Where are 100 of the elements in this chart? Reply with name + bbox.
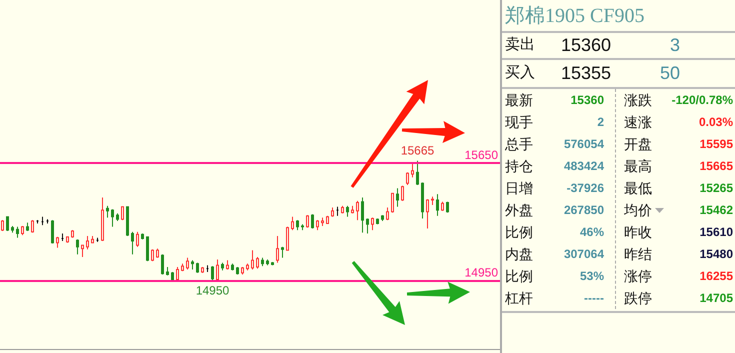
candlestick xyxy=(166,266,169,276)
candlestick xyxy=(286,226,289,251)
candlestick xyxy=(351,205,354,214)
text: 比例 xyxy=(505,223,533,241)
text: 267850 xyxy=(564,202,604,219)
text: 持仓 xyxy=(505,157,533,175)
candlestick xyxy=(301,224,304,231)
candlestick xyxy=(201,266,204,274)
text: 开盘 xyxy=(624,135,652,153)
candlestick xyxy=(326,215,329,224)
candlestick xyxy=(281,246,284,258)
text: 最低 xyxy=(624,179,652,197)
candlestick xyxy=(121,206,124,221)
candlestick xyxy=(401,185,404,202)
annotation: 15665 xyxy=(400,144,435,158)
text: -37926 xyxy=(566,180,604,197)
candlestick xyxy=(106,205,109,218)
candlestick xyxy=(436,194,439,216)
candlestick xyxy=(426,198,429,229)
candlestick xyxy=(391,192,394,214)
text: 15665 xyxy=(700,158,733,175)
text: 郑棉1905 CF905 xyxy=(505,4,644,28)
text: 日增 xyxy=(505,179,533,197)
candlestick xyxy=(346,205,349,218)
candlestick xyxy=(421,182,424,219)
candlestick xyxy=(381,214,384,222)
text: 外盘 xyxy=(505,201,533,219)
text: 50 xyxy=(660,63,680,83)
candlestick xyxy=(431,196,434,206)
text: 15595 xyxy=(700,136,733,153)
candlestick xyxy=(211,266,214,281)
candlestick xyxy=(186,257,189,270)
text: 15360 xyxy=(570,92,604,109)
candlestick xyxy=(41,216,44,226)
candlestick xyxy=(176,266,179,280)
candlestick xyxy=(81,244,84,258)
candlestick xyxy=(1,220,4,232)
text: 46% xyxy=(580,224,604,241)
text: 比例 xyxy=(505,267,533,285)
candlestick xyxy=(61,233,64,242)
text: 卖出 xyxy=(505,36,535,54)
text: 53% xyxy=(580,268,604,285)
candlestick xyxy=(136,231,139,248)
candlestick xyxy=(31,220,34,234)
candlestick xyxy=(251,250,254,270)
candlestick xyxy=(396,188,399,208)
candlestick xyxy=(316,220,319,231)
candlestick xyxy=(216,258,219,280)
candlestick xyxy=(181,263,184,272)
candlestick xyxy=(311,214,314,229)
candlestick xyxy=(161,254,164,276)
candlestick xyxy=(86,236,89,250)
candlestick xyxy=(361,197,364,234)
text: 昨结 xyxy=(624,245,652,263)
candlestick xyxy=(376,218,379,225)
candlestick xyxy=(16,226,19,238)
candlestick xyxy=(76,238,79,255)
text: 杠杆 xyxy=(505,289,533,307)
text: 最新 xyxy=(505,91,533,109)
text: 15610 xyxy=(700,224,733,241)
candlestick xyxy=(321,217,324,226)
candlestick xyxy=(226,260,229,270)
text: 内盘 xyxy=(505,245,533,263)
candlestick xyxy=(11,225,14,234)
candlestick xyxy=(246,263,249,271)
text: -120/0.78% xyxy=(672,92,733,109)
candlestick xyxy=(51,220,54,244)
candlestick xyxy=(341,205,344,214)
text: 涨停 xyxy=(624,267,652,285)
candlestick xyxy=(276,236,279,264)
text: 速涨 xyxy=(624,113,652,131)
candlestick xyxy=(266,258,269,266)
candlestick xyxy=(416,160,419,186)
text: 均价 xyxy=(624,201,653,219)
candlestick xyxy=(441,201,444,212)
text: 16255 xyxy=(700,268,733,285)
candlestick xyxy=(206,264,209,272)
candlestick xyxy=(191,260,194,270)
text: ----- xyxy=(584,290,604,307)
candlestick xyxy=(26,222,29,232)
text: 买入 xyxy=(505,64,535,82)
text: 14705 xyxy=(700,290,733,307)
candlestick xyxy=(56,236,59,248)
candlestick xyxy=(231,263,234,271)
text: 涨跌 xyxy=(624,91,652,109)
candlestick xyxy=(141,233,144,240)
candlestick xyxy=(336,206,339,216)
text: 最高 xyxy=(624,157,652,175)
text: 15462 xyxy=(700,202,733,219)
candlestick xyxy=(296,220,299,231)
candlestick xyxy=(241,266,244,276)
candlestick xyxy=(271,261,274,266)
candlestick xyxy=(236,266,239,276)
text: 576054 xyxy=(564,136,604,153)
text: 15480 xyxy=(700,246,733,263)
text: 总手 xyxy=(505,135,533,153)
text: 307064 xyxy=(564,246,604,263)
candlestick xyxy=(146,236,149,262)
candlestick xyxy=(221,262,224,271)
candlestick xyxy=(116,212,119,222)
